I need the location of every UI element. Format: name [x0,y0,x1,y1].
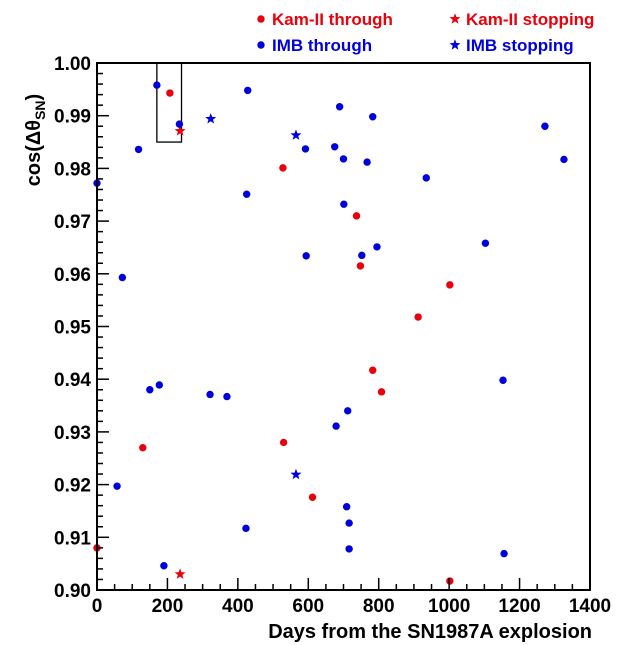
x-tick-label: 200 [152,596,184,617]
imb-through-point [302,252,310,260]
imb-through-point [363,158,371,166]
x-tick-label: 800 [363,596,395,617]
y-tick-label: 0.95 [54,318,91,339]
legend-marker-kam-ii-stopping [449,13,461,24]
legend-label-kam-ii-stopping: Kam-II stopping [466,10,594,29]
imb-through-point [373,243,381,251]
kam-ii-stopping-point [174,568,186,579]
imb-stopping-point [290,129,302,140]
imb-through-point [345,519,353,527]
kam-ii-through-point [308,493,317,501]
x-axis-label: Days from the SN1987A explosion [268,621,592,643]
imb-through-point [244,86,252,95]
kam-ii-through-point [446,281,454,289]
kam-ii-through-point [377,388,386,396]
imb-through-point [344,407,352,415]
legend-label-imb-stopping: IMB stopping [466,36,574,55]
imb-through-point [160,562,168,570]
x-tick-label: 1200 [498,596,540,617]
legend: Kam-II through Kam-II stopping IMB through… [257,10,594,55]
imb-through-point [422,174,430,182]
kam-ii-through-point [352,212,361,220]
kam-ii-stopping-point [174,125,186,136]
legend-label-imb-through: IMB through [272,36,372,55]
kam-ii-through-point [369,366,377,374]
imb-through-point [481,239,490,247]
y-axis-tick-labels: 0.90 0.91 0.92 0.93 0.94 0.95 0.96 0.97 0.98 0.99… [54,54,91,602]
imb-through-point [369,113,377,121]
legend-marker-imb-stopping [449,39,461,50]
kam-ii-through-point [166,89,174,97]
kam-ii-through-point [139,444,147,452]
imb-stopping-point [205,113,217,124]
kam-ii-through-point [414,313,422,321]
imb-through-point [242,524,250,533]
imb-through-point [175,120,184,128]
y-tick-label: 0.99 [54,107,91,128]
y-tick-label: 0.93 [54,423,91,444]
imb-through-point [332,422,340,430]
y-tick-label: 0.98 [54,159,91,180]
kam-ii-through-point [279,164,287,172]
y-axis-label-close: ) [23,94,45,101]
imb-through-point [146,386,154,394]
imb-stopping-point [290,468,302,480]
imb-through-point [118,273,127,282]
legend-marker-kam-ii-through [257,15,265,23]
imb-through-point [153,81,161,89]
kam-ii-through-point [279,438,288,447]
y-axis-label-main: cos(Δθ [23,120,45,186]
imb-through-point [335,103,344,111]
imb-through-point [500,549,508,558]
x-axis-tick-labels: 0 200 400 600 800 1000 1200 1400 [92,596,611,617]
x-tick-label: 0 [92,596,103,617]
y-axis-label-subscript: SN [32,100,48,119]
y-tick-label: 0.92 [54,476,91,497]
imb-through-point [206,390,214,399]
imb-through-point [340,200,348,208]
imb-through-point [155,381,164,389]
x-tick-label: 400 [222,596,254,617]
x-tick-label: 600 [292,596,324,617]
y-axis-label: cos(ΔθSN) [23,94,48,186]
imb-through-point [342,503,351,511]
imb-through-point [358,251,366,260]
imb-through-point [242,190,251,198]
imb-through-point [223,392,231,401]
x-tick-label: 1000 [428,596,470,617]
imb-through-point [560,155,568,164]
imb-through-point [345,545,353,553]
y-tick-label: 0.97 [54,212,91,233]
kam-ii-through-point [356,262,365,270]
imb-through-point [330,143,339,151]
y-tick-label: 0.91 [54,528,91,549]
y-tick-label: 1.00 [54,54,91,75]
imb-through-point [113,482,121,490]
imb-through-point [541,122,549,130]
y-tick-label: 0.94 [54,370,91,391]
legend-label-kam-ii-through: Kam-II through [272,10,393,29]
y-tick-label: 0.96 [54,265,91,286]
imb-through-point [339,155,348,163]
x-tick-label: 1400 [569,596,611,617]
y-tick-label: 0.90 [54,581,91,602]
plot-area [93,62,591,591]
imb-through-point [301,145,310,153]
imb-through-point [499,376,507,384]
legend-marker-imb-through [257,41,265,49]
imb-through-point [134,145,143,154]
